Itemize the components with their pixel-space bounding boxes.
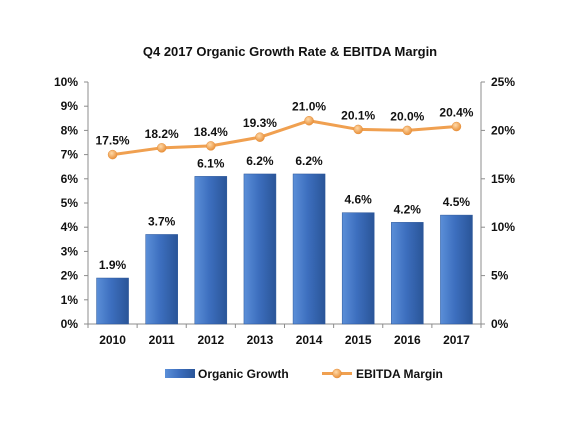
point-ebitda-margin bbox=[451, 121, 462, 132]
y-left-tick-label: 3% bbox=[61, 244, 79, 258]
y-left-tick-label: 1% bbox=[61, 293, 79, 307]
bar-data-label: 6.2% bbox=[246, 154, 274, 168]
y-left-tick-label: 9% bbox=[61, 99, 79, 113]
legend-swatch-ebitda-margin-marker bbox=[332, 368, 342, 379]
y-right-tick-label: 5% bbox=[491, 269, 509, 283]
y-left-tick-label: 5% bbox=[61, 196, 79, 210]
bar-organic-growth bbox=[194, 176, 228, 325]
point-ebitda-margin bbox=[156, 143, 167, 153]
bar-data-label: 6.1% bbox=[197, 156, 225, 170]
bar-data-label: 4.2% bbox=[394, 202, 422, 216]
x-tick-label: 2010 bbox=[99, 333, 126, 347]
y-left-tick-label: 2% bbox=[61, 269, 79, 283]
point-ebitda-margin bbox=[304, 115, 314, 126]
y-left-tick-label: 7% bbox=[61, 148, 79, 162]
bar-data-label: 1.9% bbox=[99, 258, 127, 272]
bar-organic-growth bbox=[440, 214, 473, 325]
line-data-label: 20.1% bbox=[341, 108, 375, 122]
y-left-tick-label: 0% bbox=[61, 317, 79, 331]
bar-data-label: 4.5% bbox=[443, 195, 471, 209]
y-left-tick-label: 4% bbox=[61, 220, 79, 234]
x-tick-label: 2013 bbox=[247, 333, 274, 347]
y-left-tick-label: 8% bbox=[61, 123, 79, 137]
line-data-label: 18.2% bbox=[145, 127, 179, 141]
x-tick-label: 2017 bbox=[443, 333, 470, 347]
bar-organic-growth bbox=[341, 212, 375, 325]
y-right-tick-label: 0% bbox=[491, 317, 509, 331]
point-ebitda-margin bbox=[206, 141, 216, 151]
chart-title: Q4 2017 Organic Growth Rate & EBITDA Mar… bbox=[143, 44, 437, 59]
bar-data-label: 3.7% bbox=[148, 214, 176, 228]
y-right-tick-label: 15% bbox=[491, 172, 515, 186]
bar-organic-growth bbox=[292, 173, 326, 325]
plot-area: 0% 1% 2% 3% 4% 5% 6% 7% 8% 9% 10% 0% 5% 10% 15% 20% 25% 2… bbox=[54, 75, 515, 347]
line-data-label: 20.0% bbox=[390, 109, 424, 123]
y-right-tick-label: 10% bbox=[491, 220, 515, 234]
bar-data-label: 6.2% bbox=[295, 154, 323, 168]
x-tick-label: 2012 bbox=[197, 333, 224, 347]
x-tick-label: 2015 bbox=[345, 333, 372, 347]
legend-label-ebitda-margin: EBITDA Margin bbox=[356, 367, 443, 381]
point-ebitda-margin bbox=[107, 149, 118, 160]
point-ebitda-margin bbox=[402, 125, 413, 136]
y-left-tick-label: 6% bbox=[61, 172, 79, 186]
bar-organic-growth bbox=[145, 234, 178, 325]
x-tick-label: 2016 bbox=[394, 333, 421, 347]
point-ebitda-margin bbox=[255, 132, 265, 142]
line-data-label: 20.4% bbox=[439, 106, 473, 120]
legend-label-organic-growth: Organic Growth bbox=[198, 367, 289, 381]
line-data-label: 21.0% bbox=[292, 100, 326, 114]
bar-organic-growth bbox=[96, 277, 129, 325]
y-right-tick-label: 25% bbox=[491, 75, 515, 89]
line-data-label: 18.4% bbox=[194, 125, 228, 139]
legend: Organic Growth EBITDA Margin bbox=[165, 367, 443, 381]
bar-data-label: 4.6% bbox=[345, 193, 373, 207]
x-tick-label: 2011 bbox=[149, 333, 175, 347]
line-ebitda-margin bbox=[112, 119, 457, 157]
x-tick-label: 2014 bbox=[296, 333, 323, 347]
y-right-tick-label: 20% bbox=[491, 123, 515, 137]
line-data-label: 17.5% bbox=[96, 134, 130, 148]
legend-swatch-organic-growth bbox=[165, 369, 195, 378]
y-left-tick-label: 10% bbox=[54, 75, 78, 89]
point-ebitda-margin bbox=[353, 124, 363, 135]
line-data-label: 19.3% bbox=[243, 116, 277, 130]
bar-organic-growth bbox=[243, 173, 277, 325]
bar-organic-growth bbox=[391, 222, 424, 325]
